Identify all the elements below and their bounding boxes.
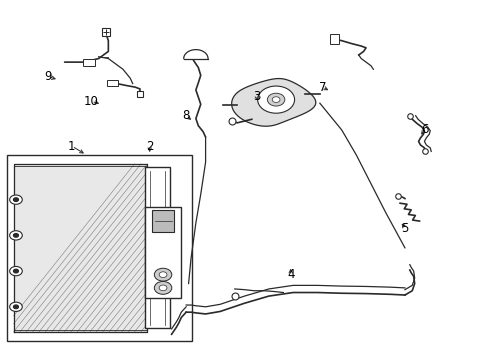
- Circle shape: [257, 86, 294, 113]
- Bar: [7, 155, 192, 341]
- Text: 5: 5: [401, 222, 408, 235]
- Bar: [144, 167, 170, 328]
- Text: 9: 9: [44, 70, 51, 83]
- Circle shape: [14, 234, 19, 237]
- Text: 6: 6: [420, 123, 427, 136]
- Text: 3: 3: [252, 90, 260, 103]
- Circle shape: [14, 305, 19, 309]
- Text: 2: 2: [145, 140, 153, 153]
- Bar: [144, 207, 181, 298]
- Circle shape: [10, 195, 22, 204]
- Circle shape: [272, 97, 280, 103]
- Bar: [329, 34, 339, 44]
- Text: 8: 8: [182, 109, 189, 122]
- Text: 7: 7: [318, 81, 325, 94]
- Circle shape: [154, 282, 171, 294]
- Bar: [107, 80, 118, 86]
- Polygon shape: [231, 78, 315, 126]
- Circle shape: [10, 302, 22, 311]
- Polygon shape: [14, 164, 147, 332]
- Circle shape: [14, 198, 19, 202]
- Circle shape: [14, 269, 19, 273]
- Circle shape: [267, 93, 285, 106]
- Circle shape: [10, 266, 22, 276]
- Text: 1: 1: [68, 140, 76, 153]
- Circle shape: [159, 285, 166, 291]
- Circle shape: [159, 272, 166, 278]
- Circle shape: [154, 268, 171, 281]
- Text: 10: 10: [84, 95, 99, 108]
- Text: 4: 4: [286, 268, 294, 281]
- Bar: [152, 210, 174, 232]
- Circle shape: [10, 231, 22, 240]
- Bar: [82, 59, 95, 66]
